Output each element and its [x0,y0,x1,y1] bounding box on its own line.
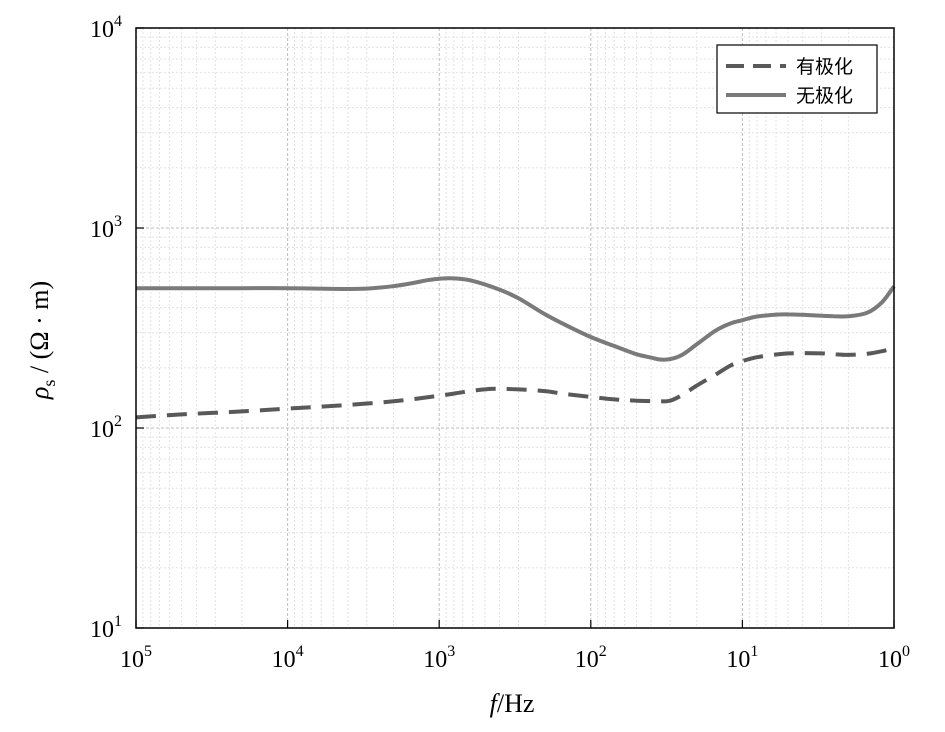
series-layer [135,276,896,420]
series-line-0 [135,346,895,420]
y-tick-label-2: 103 [90,213,122,243]
y-axis-title: ρs / (Ω · m) [25,281,59,400]
x-tick-label-4: 101 [726,643,758,673]
series-line-1 [136,276,896,362]
x-tick-label-1: 104 [272,643,304,673]
tick-layer: 105 104 103 102 101 100 101 102 103 104 [90,13,910,673]
legend-label-1: 无极化 [796,85,853,107]
legend-label-0: 有极化 [796,56,853,78]
y-tick-label-0: 101 [90,613,122,643]
x-tick-label-0: 105 [120,643,152,673]
x-tick-label-5: 100 [878,643,910,673]
y-tick-label-3: 104 [90,13,122,43]
plot-frame [135,27,895,629]
y-tick-label-1: 102 [90,413,122,443]
grid [135,27,895,629]
legend: 有极化 无极化 [716,44,878,114]
x-tick-label-3: 102 [575,643,607,673]
x-tick-label-2: 103 [423,643,455,673]
x-axis-title: f/Hz [490,689,535,718]
legend-box [716,44,878,114]
